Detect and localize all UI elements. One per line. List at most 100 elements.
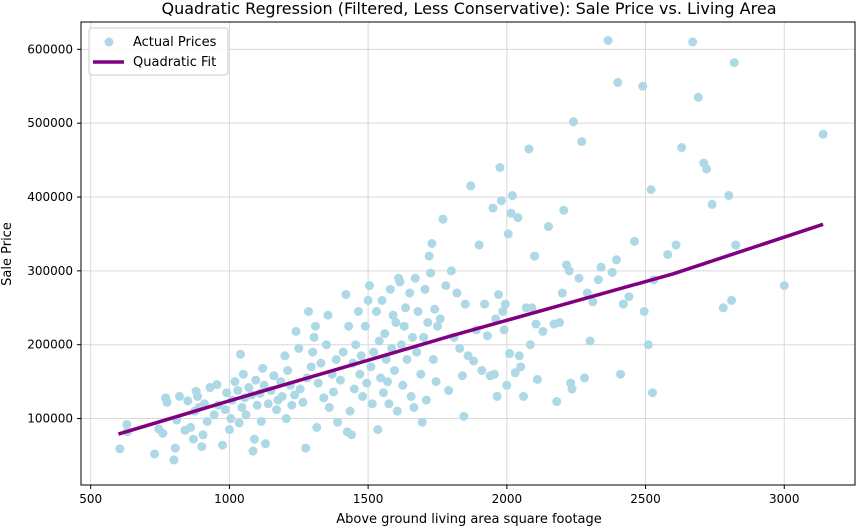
data-point (358, 391, 368, 401)
data-point (290, 390, 300, 400)
data-point (341, 289, 351, 299)
data-point (344, 321, 354, 331)
data-point (387, 343, 397, 353)
legend-label-quadratic-fit: Quadratic Fit (133, 55, 216, 70)
y-tick-label: 600000 (27, 42, 73, 56)
data-point (731, 240, 741, 250)
data-point (183, 396, 193, 406)
data-point (527, 303, 537, 313)
data-point (629, 236, 639, 246)
data-point (371, 306, 381, 316)
data-point (291, 326, 301, 336)
data-point (283, 366, 293, 376)
data-point (345, 406, 355, 416)
data-point (252, 400, 262, 410)
y-axis: 100000 200000 300000 400000 500000 600000 (27, 42, 81, 426)
data-point (452, 288, 462, 298)
data-point (197, 442, 207, 452)
data-point (209, 410, 219, 420)
data-point (122, 419, 132, 429)
data-point (502, 380, 512, 390)
data-point (531, 319, 541, 329)
x-tick-label: 3000 (769, 492, 800, 506)
data-point (263, 399, 273, 409)
data-point (574, 273, 584, 283)
data-point (193, 391, 203, 401)
data-point (613, 78, 623, 88)
data-point (310, 321, 320, 331)
data-point (355, 369, 365, 379)
data-point (383, 377, 393, 387)
data-point (593, 275, 603, 285)
data-point (693, 92, 703, 102)
data-point (607, 267, 617, 277)
data-point (319, 393, 329, 403)
data-point (516, 362, 526, 372)
data-point (507, 191, 517, 201)
data-point (188, 434, 198, 444)
data-point (466, 181, 476, 191)
data-point (392, 406, 402, 416)
data-point (446, 266, 456, 276)
data-point (482, 331, 492, 341)
data-point (351, 340, 361, 350)
data-point (158, 428, 168, 438)
data-point (543, 222, 553, 232)
data-point (374, 336, 384, 346)
data-point (198, 430, 208, 440)
data-point (499, 325, 509, 335)
data-point (552, 397, 562, 407)
data-point (356, 351, 366, 361)
data-point (603, 35, 613, 45)
data-point (376, 373, 386, 383)
data-point (238, 369, 248, 379)
data-point (498, 306, 508, 316)
data-point (360, 321, 370, 331)
data-point (525, 340, 535, 350)
data-point (309, 332, 319, 342)
data-point (331, 354, 341, 364)
data-point (301, 443, 311, 453)
data-point (328, 387, 338, 397)
data-point (402, 354, 412, 364)
y-tick-label: 500000 (27, 116, 73, 130)
data-point (170, 443, 180, 453)
data-point (222, 388, 232, 398)
data-point (169, 455, 179, 465)
y-tick-label: 300000 (27, 264, 73, 278)
data-point (186, 422, 196, 432)
data-point (455, 343, 465, 353)
data-point (306, 362, 316, 372)
data-point (312, 422, 322, 432)
data-point (324, 402, 334, 412)
data-point (224, 425, 234, 435)
data-point (259, 380, 269, 390)
data-point (567, 384, 577, 394)
data-point (510, 368, 520, 378)
data-point (611, 255, 621, 265)
data-point (269, 371, 279, 381)
data-point (532, 374, 542, 384)
data-point (671, 240, 681, 250)
data-point (367, 399, 377, 409)
data-point (580, 373, 590, 383)
y-tick-label: 100000 (27, 412, 73, 426)
data-point (423, 318, 433, 328)
data-point (624, 292, 634, 302)
data-point (237, 402, 247, 412)
data-point (506, 208, 516, 218)
data-point (488, 203, 498, 213)
data-point (555, 318, 565, 328)
data-point (588, 297, 598, 307)
x-tick-label: 1000 (214, 492, 245, 506)
x-tick-label: 2000 (492, 492, 523, 506)
data-point (427, 239, 437, 249)
data-point (251, 375, 261, 385)
data-point (303, 306, 313, 316)
data-point (727, 295, 737, 305)
data-point (212, 380, 222, 390)
data-point (492, 391, 502, 401)
data-point (174, 391, 184, 401)
data-point (457, 371, 467, 381)
data-point (432, 321, 442, 331)
